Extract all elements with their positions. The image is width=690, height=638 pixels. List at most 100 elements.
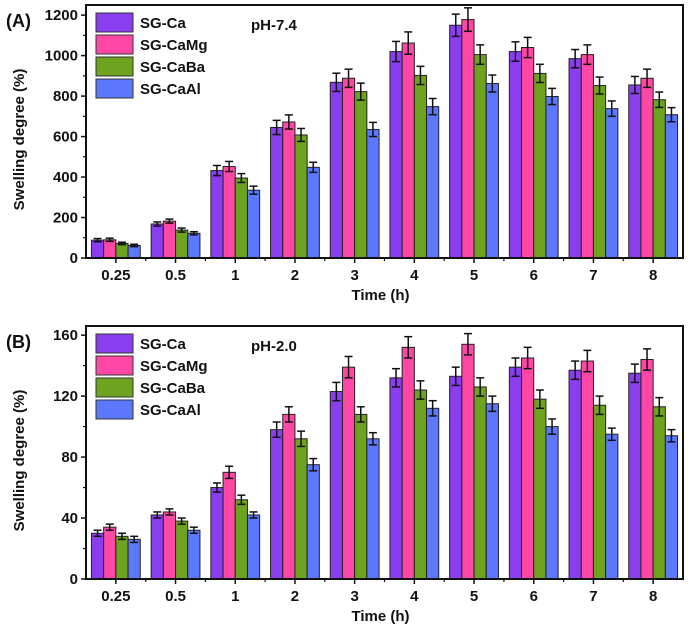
series-sg-caba: [115, 44, 666, 259]
x-tick-label: 3: [350, 267, 358, 284]
x-tick-label: 1: [231, 588, 239, 605]
x-tick-label: 0.5: [165, 588, 186, 605]
x-tick-label: 7: [589, 267, 597, 284]
legend-swatch: [95, 377, 134, 398]
x-axis-title: Time (h): [351, 608, 409, 625]
x-tick-label: 4: [410, 588, 419, 605]
bar: [366, 438, 380, 580]
bar: [533, 398, 547, 580]
bar: [449, 24, 463, 259]
bar: [341, 77, 356, 259]
legend-swatch: [95, 12, 134, 33]
bar: [306, 166, 320, 259]
ph-annotation: pH-2.0: [251, 338, 297, 355]
bar: [329, 391, 343, 580]
bar: [150, 514, 164, 580]
bar: [246, 189, 261, 259]
legend-label: SG-Ca: [140, 15, 187, 32]
bar: [664, 114, 679, 259]
bar: [521, 357, 535, 580]
bar: [652, 99, 666, 259]
y-tick-label: 200: [53, 210, 78, 227]
bar: [545, 95, 559, 259]
bar: [354, 413, 368, 580]
bar: [628, 84, 642, 259]
bar: [294, 134, 308, 259]
x-tick-label: 6: [530, 267, 538, 284]
x-tick-label: 8: [649, 588, 657, 605]
bar: [90, 239, 105, 259]
y-tick-label: 400: [53, 169, 78, 186]
bar: [592, 85, 607, 259]
x-tick-label: 2: [291, 588, 299, 605]
bar: [282, 121, 296, 259]
series-sg-camg: [103, 7, 654, 259]
x-axis-title: Time (h): [351, 287, 409, 304]
bar: [175, 229, 189, 259]
bar: [664, 435, 679, 580]
y-tick-label: 1200: [45, 7, 78, 24]
bar: [270, 126, 284, 259]
bar: [103, 526, 117, 580]
y-tick-label: 40: [61, 510, 78, 527]
bar: [222, 166, 236, 259]
bar: [485, 83, 499, 259]
legend-label: SG-CaMg: [140, 358, 208, 375]
bar: [187, 232, 201, 259]
y-tick-label: 160: [53, 327, 78, 344]
y-axis-title: Swelling degree (%): [11, 390, 28, 532]
y-tick-label: 1000: [45, 48, 78, 65]
bar: [508, 51, 523, 259]
x-tick-label: 5: [470, 588, 478, 605]
legend-swatch: [95, 34, 134, 55]
bar: [210, 170, 224, 259]
bar: [234, 177, 248, 259]
y-tick-label: 80: [61, 449, 78, 466]
y-tick-label: 120: [53, 388, 78, 405]
bar: [521, 47, 535, 259]
legend: SG-Ca SG-CaMg SG-CaBa SG-CaAl: [95, 333, 208, 420]
chart-panel-b: 0 40 80 120 160 0.25 0.5 1 2 3 4 5 6 7 8 Time (h) Swelli…: [6, 325, 684, 625]
bar: [568, 58, 582, 259]
legend-label: SG-CaAl: [140, 402, 201, 419]
x-tick-label: 3: [350, 588, 358, 605]
bar: [341, 366, 356, 580]
x-tick-label: 1: [231, 267, 239, 284]
chart-panel-a: 0 200 400 600 800 1000 1200 0.25 0.5 1 2 3 4 5 6 7 8 Time…: [6, 4, 684, 304]
bar: [210, 487, 224, 580]
bar: [592, 404, 607, 580]
bar: [640, 77, 654, 259]
bar: [426, 106, 440, 259]
x-tick-label: 0.25: [101, 588, 130, 605]
legend-label: SG-CaBa: [140, 59, 206, 76]
y-axis-title: Swelling degree (%): [11, 69, 28, 211]
bar: [270, 429, 284, 580]
bar: [389, 377, 403, 580]
panel-label: (A): [6, 11, 31, 31]
legend-label: SG-CaMg: [140, 37, 208, 54]
legend-label: SG-Ca: [140, 336, 187, 353]
x-tick-label: 5: [470, 267, 478, 284]
x-tick-label: 8: [649, 267, 657, 284]
bar: [162, 220, 177, 259]
x-tick-label: 0.25: [101, 267, 130, 284]
bar: [473, 54, 487, 259]
bar: [640, 359, 654, 580]
bar: [150, 223, 164, 259]
legend-swatch: [95, 355, 134, 376]
bar: [426, 407, 440, 580]
bar: [162, 511, 177, 580]
bar: [187, 529, 201, 580]
bar: [652, 406, 666, 580]
bar: [580, 360, 594, 580]
bar: [115, 242, 129, 259]
bar: [605, 433, 619, 580]
y-tick-label: 0: [70, 571, 78, 588]
bar: [605, 108, 619, 259]
bar: [282, 413, 296, 580]
bar: [246, 514, 261, 580]
bar: [306, 464, 320, 580]
legend-swatch: [95, 399, 134, 420]
series-sg-caba: [115, 377, 666, 580]
legend-swatch: [95, 333, 134, 354]
